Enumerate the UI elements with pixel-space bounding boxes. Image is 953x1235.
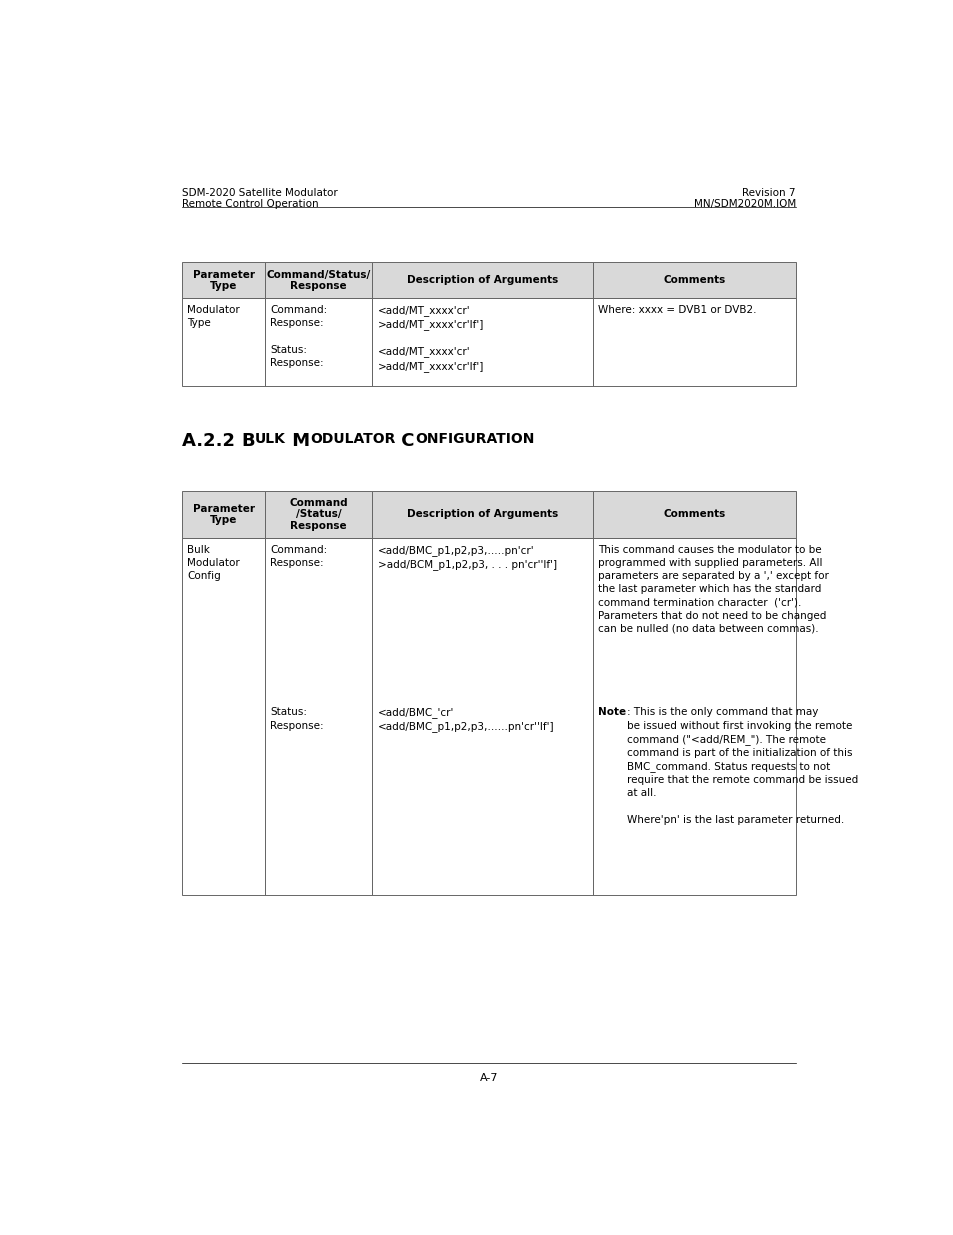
Text: Remote Control Operation: Remote Control Operation (182, 199, 318, 209)
Text: B: B (241, 431, 254, 450)
Text: M: M (286, 431, 310, 450)
Text: SDM-2020 Satellite Modulator: SDM-2020 Satellite Modulator (182, 188, 337, 198)
Text: ODULATOR: ODULATOR (310, 431, 395, 446)
Bar (593, 299, 795, 385)
Text: Comments: Comments (662, 509, 725, 519)
Text: ULK: ULK (254, 431, 286, 446)
Text: Parameter
Type: Parameter Type (193, 269, 254, 291)
Text: A-7: A-7 (479, 1072, 497, 1083)
Bar (372, 262, 593, 299)
Bar (265, 299, 372, 385)
Text: Revision 7: Revision 7 (741, 188, 795, 198)
Text: <add/BMC_p1,p2,p3,…..pn'cr'
>add/BCM_p1,p2,p3, . . . pn'cr''lf']: <add/BMC_p1,p2,p3,…..pn'cr' >add/BCM_p1,… (377, 545, 556, 569)
Bar (182, 299, 265, 385)
Bar (265, 490, 372, 538)
Bar (372, 538, 593, 894)
Bar (182, 490, 265, 538)
Bar (372, 299, 593, 385)
Text: Where: xxxx = DVB1 or DVB2.: Where: xxxx = DVB1 or DVB2. (598, 305, 756, 315)
Bar (265, 538, 372, 894)
Bar (593, 490, 795, 538)
Text: Parameter
Type: Parameter Type (193, 504, 254, 525)
Text: C: C (395, 431, 415, 450)
Text: Modulator
Type: Modulator Type (187, 305, 240, 329)
Text: MN/SDM2020M.IOM: MN/SDM2020M.IOM (693, 199, 795, 209)
Text: A.2.2: A.2.2 (182, 431, 241, 450)
Bar (265, 262, 372, 299)
Bar (182, 262, 265, 299)
Bar (593, 262, 795, 299)
Text: Command:
Response:

Status:
Response:: Command: Response: Status: Response: (270, 305, 327, 368)
Text: This command causes the modulator to be
programmed with supplied parameters. All: This command causes the modulator to be … (598, 545, 828, 634)
Text: Description of Arguments: Description of Arguments (407, 509, 558, 519)
Text: Command
/Status/
Response: Command /Status/ Response (289, 498, 348, 531)
Text: ONFIGURATION: ONFIGURATION (415, 431, 534, 446)
Text: Comments: Comments (662, 275, 725, 285)
Text: Command:
Response:: Command: Response: (270, 545, 327, 568)
Text: Bulk
Modulator
Config: Bulk Modulator Config (187, 545, 240, 582)
Bar (593, 538, 795, 894)
Text: Command/Status/
Response: Command/Status/ Response (266, 269, 371, 291)
Text: Description of Arguments: Description of Arguments (407, 275, 558, 285)
Text: Note: Note (598, 708, 626, 718)
Text: <add/MT_xxxx'cr'
>add/MT_xxxx'cr'lf']

<add/MT_xxxx'cr'
>add/MT_xxxx'cr'lf']: <add/MT_xxxx'cr' >add/MT_xxxx'cr'lf'] <a… (377, 305, 483, 372)
Bar (372, 490, 593, 538)
Text: <add/BMC_'cr'
<add/BMC_p1,p2,p3,…...pn'cr''lf']: <add/BMC_'cr' <add/BMC_p1,p2,p3,…...pn'c… (377, 708, 554, 732)
Text: Status:
Response:: Status: Response: (270, 708, 323, 731)
Text: : This is the only command that may
be issued without first invoking the remote
: : This is the only command that may be i… (626, 708, 857, 825)
Bar (182, 538, 265, 894)
